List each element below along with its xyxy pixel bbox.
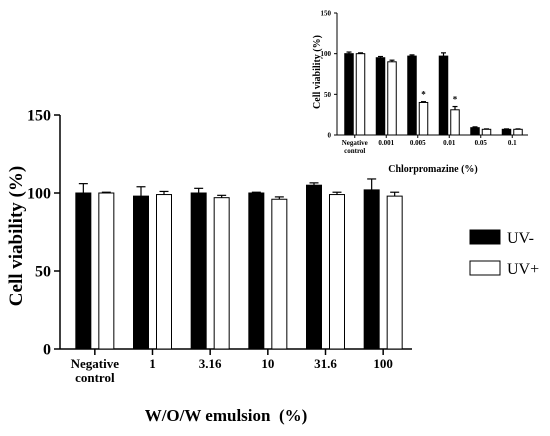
legend-label-uv-plus: UV+ (507, 261, 539, 278)
main-bar-uv-plus (213, 197, 230, 350)
main-x-tick-label: 1 (149, 356, 156, 371)
main-bar-uv-minus (190, 192, 207, 350)
main-chart: Cell viability (%) W/O/W emulsion (%) 0 5… (6, 108, 412, 425)
inset-x-tick-label: 0.005 (410, 139, 426, 147)
inset-y-axis-label: Cell viability (%) (312, 35, 323, 109)
main-x-tick-label: 10 (261, 356, 274, 371)
inset-y-tick-label: 50 (324, 91, 332, 99)
main-x-tick-label: 100 (373, 356, 393, 371)
main-x-tick-label: 31.6 (314, 356, 337, 371)
inset-y-tick-label: 0 (328, 131, 332, 139)
inset-bar-uv-minus (407, 55, 417, 136)
inset-bar-uv-plus (355, 53, 366, 136)
inset-bar-uv-minus (501, 128, 512, 136)
main-x-tick-label: 3.16 (199, 356, 222, 371)
main-bar-uv-plus (156, 194, 172, 350)
main-bar-uv-minus (248, 192, 265, 350)
legend-swatch-uv-plus (469, 260, 501, 276)
main-bar-uv-minus (306, 184, 322, 350)
inset-significance-star: * (421, 90, 426, 100)
inset-bar-uv-plus (450, 109, 460, 136)
main-x-tick-label: control (75, 370, 115, 385)
main-x-tick-label: Negative (71, 356, 120, 371)
inset-y-tick-label: 100 (321, 50, 332, 58)
inset-bar-uv-plus (418, 101, 429, 136)
inset-x-tick-label: control (344, 147, 365, 155)
inset-significance-star: * (453, 95, 458, 105)
inset-bar-uv-minus (470, 127, 480, 136)
inset-bar-uv-plus (387, 61, 397, 136)
inset-bar-uv-minus (438, 55, 449, 136)
main-bar-uv-plus (386, 195, 403, 350)
main-bar-uv-minus (75, 192, 92, 350)
inset-x-tick-label: 0.01 (443, 139, 456, 147)
main-bar-uv-minus (363, 189, 380, 350)
legend: UV- UV+ (469, 229, 539, 278)
main-y-tick-label: 100 (27, 186, 51, 203)
inset-x-tick-label: 0.1 (508, 139, 517, 147)
main-x-axis-label: W/O/W emulsion (%) (145, 406, 308, 425)
inset-chart: Cell viability (%) Chlorpromazine (%) 0 5… (312, 9, 528, 175)
main-y-axis-label: Cell viability (%) (6, 166, 27, 306)
inset-x-axis-label: Chlorpromazine (%) (388, 164, 478, 175)
inset-x-tick-label: 0.05 (475, 139, 488, 147)
inset-y-tick-label: 150 (321, 9, 332, 17)
main-y-tick-label: 0 (43, 342, 51, 359)
inset-bar-uv-minus (344, 53, 354, 136)
main-bar-uv-minus (133, 195, 149, 350)
main-y-tick-label: 50 (35, 264, 51, 281)
inset-bar-uv-minus (375, 57, 386, 136)
inset-x-tick-label: Negative (342, 139, 368, 147)
inset-bar-uv-plus (481, 128, 492, 136)
inset-x-tick-label: 0.001 (378, 139, 394, 147)
main-bar-uv-plus (98, 192, 115, 350)
main-y-tick-label: 150 (27, 108, 51, 125)
main-bar-uv-plus (329, 194, 345, 350)
inset-bar-uv-plus (513, 128, 523, 136)
main-bar-uv-plus (271, 198, 288, 350)
legend-swatch-uv-minus (469, 229, 501, 245)
legend-label-uv-minus: UV- (507, 230, 534, 247)
